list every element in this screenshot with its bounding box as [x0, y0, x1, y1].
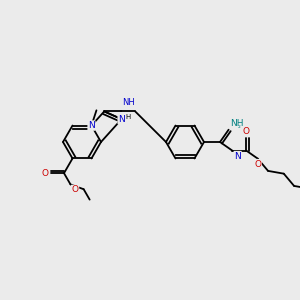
- Text: O: O: [71, 185, 79, 194]
- Text: N: N: [118, 115, 125, 124]
- Text: NH: NH: [122, 98, 135, 107]
- Text: ₂: ₂: [238, 123, 241, 129]
- Text: N: N: [234, 152, 241, 160]
- Text: NH: NH: [231, 119, 244, 128]
- Text: O: O: [254, 160, 261, 169]
- Text: O: O: [42, 169, 49, 178]
- Text: N: N: [88, 121, 95, 130]
- Text: O: O: [243, 127, 250, 136]
- Text: H: H: [126, 114, 131, 120]
